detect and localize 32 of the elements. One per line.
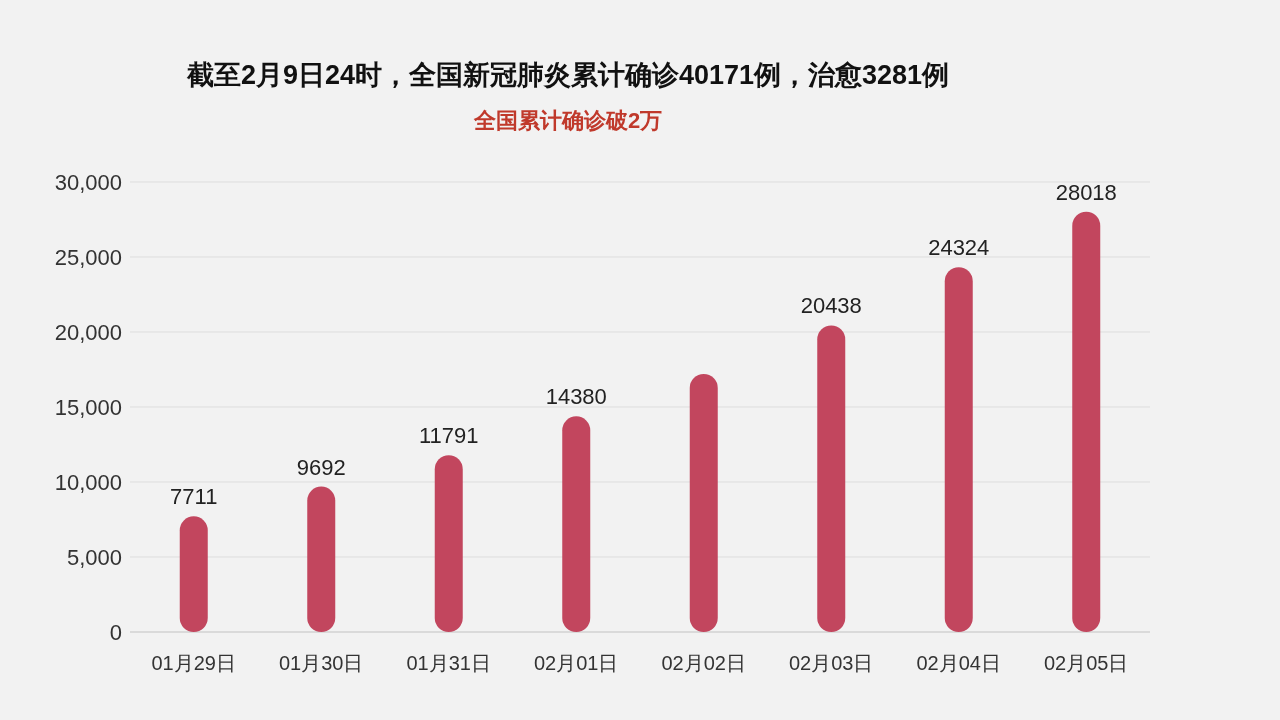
- chart-subtitle: 全国累计确诊破2万: [472, 108, 663, 133]
- x-tick-label: 02月05日: [1044, 652, 1129, 674]
- data-label: 28018: [1055, 179, 1117, 205]
- data-label: 14380: [545, 384, 607, 410]
- y-tick-label: 10,000: [54, 470, 122, 495]
- data-label: 11791: [418, 423, 479, 449]
- data-label: 9692: [296, 454, 346, 480]
- y-tick-label: 15,000: [54, 395, 122, 420]
- y-tick-label: 20,000: [54, 320, 122, 345]
- bar: [689, 374, 718, 632]
- x-tick-label: 01月30日: [279, 652, 364, 674]
- data-label: 20438: [800, 293, 862, 319]
- bar: [434, 455, 463, 632]
- bar: [1072, 211, 1101, 632]
- x-tick-label: 01月29日: [151, 652, 236, 674]
- data-label: 24324: [928, 235, 990, 261]
- bar: [179, 516, 208, 632]
- y-tick-label: 30,000: [54, 170, 122, 195]
- x-tick-label: 02月02日: [661, 652, 746, 674]
- bar: [307, 486, 336, 632]
- bar: [817, 325, 846, 632]
- y-tick-label: 5,000: [66, 545, 122, 570]
- x-tick-label: 01月31日: [406, 652, 491, 674]
- x-tick-label: 02月01日: [534, 652, 619, 674]
- bar: [944, 267, 973, 632]
- x-tick-label: 02月03日: [789, 652, 874, 674]
- y-tick-label: 0: [109, 620, 122, 645]
- x-tick-label: 02月04日: [916, 652, 1001, 674]
- y-tick-label: 25,000: [54, 245, 122, 270]
- data-label: 7711: [170, 484, 218, 510]
- chart-title: 截至2月9日24时，全国新冠肺炎累计确诊40171例，治愈3281例: [185, 60, 950, 90]
- bar: [562, 416, 591, 632]
